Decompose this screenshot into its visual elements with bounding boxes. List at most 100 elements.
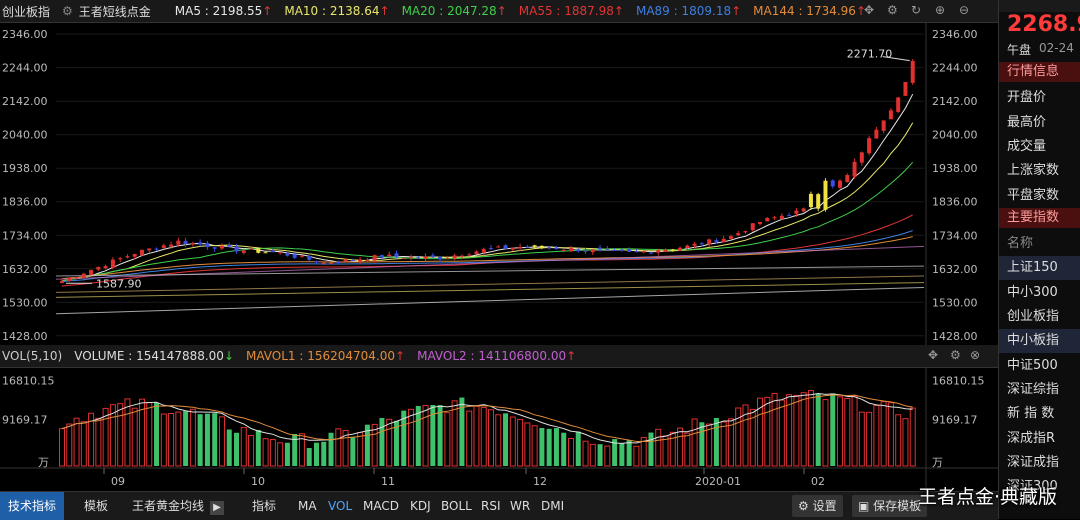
candle-body <box>627 249 632 252</box>
minus-icon[interactable]: ⊖ <box>959 3 970 17</box>
indicator-name[interactable]: 王者短线点金 <box>78 4 151 19</box>
ma-arrow: ↑ <box>731 4 742 18</box>
candle-body <box>496 246 501 248</box>
volume-bar <box>880 401 887 467</box>
indicator-tab-rsi[interactable]: RSI <box>481 499 501 513</box>
indicator-gear-icon[interactable]: ⚙ <box>62 4 73 18</box>
volume-bar <box>102 407 109 467</box>
candle-body <box>721 238 726 243</box>
volume-value: VOLUME : 154147888.00↓ <box>74 349 234 363</box>
ma-legend-item: MA144 : 1734.96↑ <box>753 4 866 18</box>
candle-body <box>903 81 908 96</box>
price-tick-right: 1938.00 <box>932 162 978 175</box>
candle-body <box>888 110 893 120</box>
volume-bar <box>640 436 647 467</box>
current-price: 2268.9 <box>1007 12 1080 37</box>
candle-body <box>779 215 784 219</box>
time-label: 11 <box>381 475 395 488</box>
settings-button[interactable]: ⚙ 设置 <box>792 495 843 517</box>
vol-gear-icon[interactable]: ⚙ <box>950 348 961 362</box>
ma-arrow: ↑ <box>496 4 507 18</box>
mavol-line <box>61 394 913 443</box>
indicator-label[interactable]: 指标 <box>252 499 277 513</box>
candle-body <box>736 233 741 236</box>
candle-body <box>547 247 552 249</box>
volume-bar <box>575 431 581 466</box>
sidebar-item[interactable]: 新 指 数 <box>1007 406 1055 422</box>
price-chart[interactable]: 2346.00 2346.00 2244.00 2244.00 2142.00 2142.… <box>0 23 998 345</box>
vol-close-icon[interactable]: ⊗ <box>970 348 981 362</box>
volume-bar <box>269 438 276 467</box>
candle-body <box>823 180 828 210</box>
volume-bar <box>597 444 603 466</box>
sidebar-item[interactable]: 中小300 <box>1007 284 1058 300</box>
candle-body <box>350 260 355 262</box>
volume-bar <box>771 392 778 467</box>
candle-body <box>270 250 275 253</box>
candle-body <box>227 244 232 247</box>
volume-bar <box>858 411 865 467</box>
candle-body <box>758 221 763 224</box>
volume-bar <box>59 428 65 467</box>
sidebar-item[interactable]: 最高价 <box>1007 114 1047 130</box>
candle-body <box>219 245 224 249</box>
price-tick-right: 2142.00 <box>932 95 978 108</box>
indicator-tab-vol[interactable]: VOL <box>328 499 353 513</box>
sidebar-item[interactable]: 深证300 <box>1007 479 1058 495</box>
time-label: 02 <box>811 475 825 488</box>
candle-body <box>212 247 217 249</box>
refresh-icon[interactable]: ↻ <box>911 3 922 17</box>
tech-indicator-tab[interactable]: 技术指标 <box>0 492 64 520</box>
sidebar-item[interactable]: 中小板指 <box>999 329 1080 354</box>
volume-bar <box>473 405 480 467</box>
volume-bar <box>109 404 116 467</box>
save-template-button[interactable]: ▣ 保存模板 <box>852 495 928 517</box>
candle-body <box>110 259 115 268</box>
move-icon[interactable]: ✥ <box>864 3 875 17</box>
sidebar-item[interactable]: 主要指数 <box>999 207 1080 228</box>
volume-bar <box>764 396 771 467</box>
indicator-tab-boll[interactable]: BOLL <box>441 499 472 513</box>
volume-bar <box>837 396 844 467</box>
volume-bar <box>480 407 487 467</box>
candle-body <box>372 255 377 261</box>
ma-arrow: ↑ <box>855 4 866 18</box>
candle-body <box>81 273 86 278</box>
indicator-tab-macd[interactable]: MACD <box>363 499 399 513</box>
sidebar-item[interactable]: 深成指R <box>1007 430 1056 446</box>
candle-body <box>874 129 879 139</box>
high-arrow <box>882 56 910 62</box>
volume-arrow: ↓ <box>223 349 234 363</box>
candle-body <box>430 255 435 258</box>
indicator-tab-kdj[interactable]: KDJ <box>410 499 431 513</box>
volume-chart[interactable]: 16810.15 16810.15 9169.17 9169.17 万 万 09 10 11 12… <box>0 368 998 491</box>
indicator-tab-dmi[interactable]: DMI <box>541 499 565 513</box>
sidebar-item[interactable]: 成交量 <box>1007 138 1047 154</box>
chevron-right-icon[interactable]: ▶ <box>210 501 225 515</box>
indicator-tab-ma[interactable]: MA <box>298 499 317 513</box>
gold-ma-button[interactable]: 王者黄金均线 ▶ <box>132 492 225 520</box>
vol-move-icon[interactable]: ✥ <box>928 348 939 362</box>
sidebar-item[interactable]: 平盘家数 <box>1007 187 1060 203</box>
template-button[interactable]: 模板 <box>84 499 109 513</box>
sidebar-item[interactable]: 开盘价 <box>1007 90 1047 106</box>
sidebar-item[interactable]: 深证成指 <box>1007 454 1060 470</box>
gear-icon[interactable]: ⚙ <box>887 3 898 17</box>
candle-body <box>852 161 857 177</box>
volume-bar <box>66 423 73 467</box>
sidebar-item[interactable]: 上涨家数 <box>1007 163 1060 179</box>
sidebar-item[interactable]: 中证500 <box>1007 357 1058 373</box>
volume-bar <box>815 393 821 466</box>
sidebar-item[interactable]: 行情信息 <box>999 62 1080 82</box>
volume-bar <box>183 411 189 466</box>
candle-body <box>656 250 661 253</box>
sidebar-item[interactable]: 创业板指 <box>1007 309 1060 324</box>
candle-body <box>139 249 144 256</box>
candle-body <box>794 210 799 214</box>
sidebar-item[interactable]: 深证综指 <box>1007 381 1060 397</box>
sidebar-item[interactable]: 上证150 <box>999 256 1080 281</box>
add-icon[interactable]: ⊕ <box>935 3 946 17</box>
ma-legend-item: MA20 : 2047.28↑ <box>401 4 507 18</box>
indicator-tab-wr[interactable]: WR <box>510 499 531 513</box>
price-tick-right: 1530.00 <box>932 296 978 309</box>
